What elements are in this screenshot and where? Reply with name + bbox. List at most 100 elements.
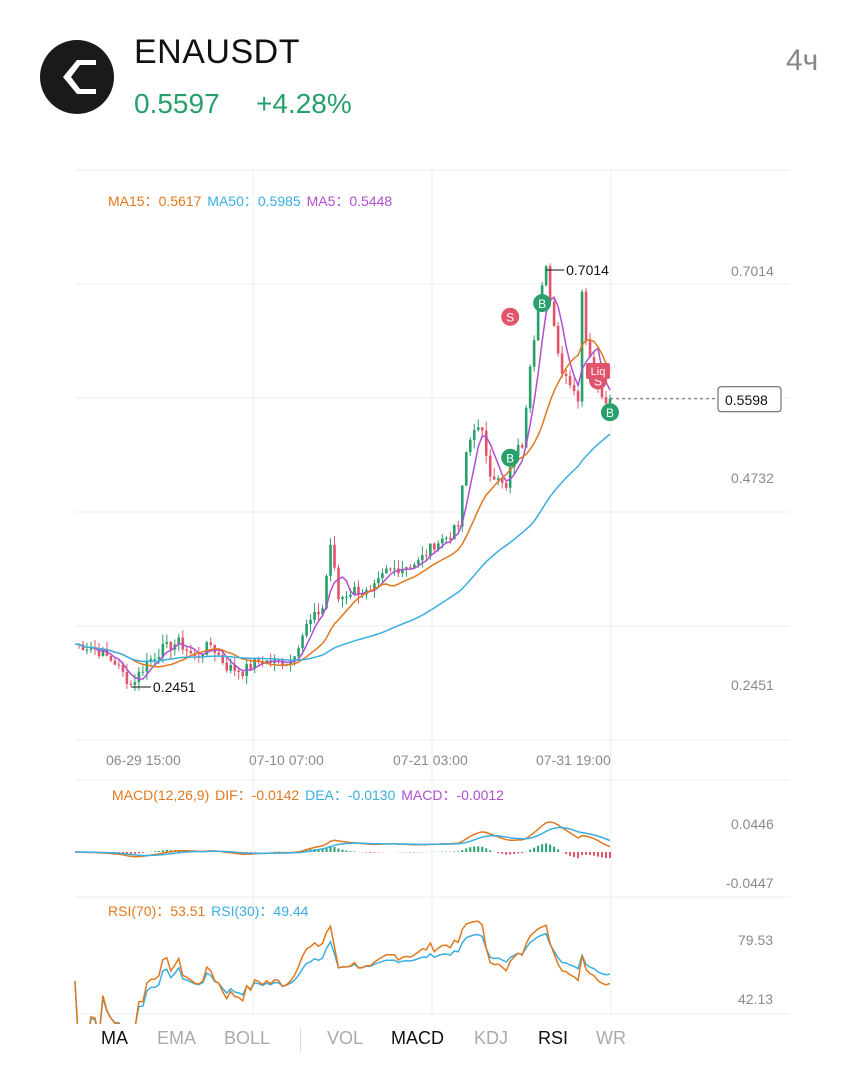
- macd-histogram-bar: [141, 852, 144, 853]
- ma5-legend: MA5：0.5448: [306, 193, 393, 209]
- dea-line: [75, 826, 611, 857]
- sell-marker: [501, 307, 520, 326]
- candle-body: [500, 478, 504, 483]
- candle-body: [209, 642, 213, 645]
- candle-body: [281, 660, 284, 666]
- macd-histogram-bar: [581, 852, 584, 856]
- candle-body: [472, 429, 476, 440]
- macd-histogram-bar: [365, 852, 368, 853]
- macd-histogram-bar: [593, 852, 596, 856]
- liquidation-badge-label: Liq: [591, 366, 606, 378]
- candle-body: [201, 654, 205, 657]
- tab-macd[interactable]: MACD: [391, 1028, 444, 1048]
- macd-histogram-bar: [157, 851, 160, 852]
- candle-body: [321, 608, 324, 615]
- tab-kdj[interactable]: KDJ: [474, 1028, 509, 1048]
- candle-body: [297, 648, 300, 657]
- candle-body: [544, 266, 548, 286]
- candle-body: [504, 482, 508, 488]
- price-change: +4.28%: [256, 88, 352, 119]
- candle-body: [556, 325, 560, 354]
- candle-body: [101, 650, 105, 657]
- buy-marker: [501, 448, 520, 467]
- macd-histogram-bar: [557, 849, 560, 852]
- macd-histogram-bar: [329, 846, 332, 852]
- candle-body: [381, 573, 384, 579]
- candle-body: [293, 656, 296, 662]
- buy-marker: [533, 294, 552, 313]
- candle-body: [496, 478, 500, 480]
- candle-body: [241, 671, 244, 677]
- macd-histogram-bar: [333, 847, 336, 852]
- candle-body: [588, 340, 592, 358]
- macd-histogram-bar: [605, 852, 608, 859]
- macd-histogram-bar: [509, 852, 512, 855]
- macd-histogram-bar: [549, 844, 552, 852]
- candle-body: [309, 619, 312, 624]
- ena-logo: [40, 40, 114, 114]
- candle-body: [552, 301, 556, 326]
- macd-histogram-bar: [305, 849, 308, 852]
- candle-body: [464, 452, 468, 486]
- indicator-tabs: MA EMA BOLL VOL MACD KDJ RSI WR: [0, 1024, 864, 1056]
- candle-body: [333, 544, 336, 568]
- macd-histogram-bar: [465, 848, 468, 852]
- candle-body: [401, 568, 404, 574]
- candle-body: [377, 578, 380, 584]
- candle-body: [353, 586, 356, 595]
- ma15-line: [75, 339, 611, 668]
- candle-body: [564, 373, 568, 376]
- candle-body: [560, 353, 564, 374]
- current-price-tag-label: 0.5598: [725, 392, 768, 408]
- candle-body: [85, 649, 89, 651]
- macd-histogram-bar: [457, 851, 460, 852]
- macd-histogram-bar: [585, 852, 588, 855]
- low-marker-label: 0.2451: [153, 679, 196, 695]
- macd-histogram-bar: [473, 846, 476, 852]
- symbol-title: ENAUSDT: [134, 33, 300, 71]
- macd-histogram-bar: [529, 849, 532, 852]
- buy-marker-label: B: [506, 452, 514, 466]
- macd-histogram-bar: [321, 848, 324, 852]
- candle-body: [325, 575, 328, 609]
- candle-body: [221, 655, 225, 664]
- tab-ema[interactable]: EMA: [157, 1028, 197, 1048]
- tab-ma[interactable]: MA: [101, 1028, 128, 1048]
- candle-body: [181, 637, 185, 650]
- candle-body: [341, 597, 344, 600]
- y-tick-low: 0.2451: [731, 677, 774, 693]
- macd-histogram-bar: [533, 847, 536, 852]
- candle-body: [109, 655, 113, 661]
- tab-boll[interactable]: BOLL: [224, 1028, 271, 1048]
- tab-rsi[interactable]: RSI: [538, 1028, 569, 1048]
- macd-histogram-bar: [325, 848, 328, 852]
- x-tick-1: 06-29 15:00: [106, 752, 181, 768]
- candle-body: [217, 652, 221, 656]
- tab-vol[interactable]: VOL: [327, 1028, 364, 1048]
- candle-body: [572, 385, 576, 392]
- macd-histogram-bar: [597, 852, 600, 857]
- tab-wr[interactable]: WR: [596, 1028, 626, 1048]
- macd-histogram-bar: [461, 850, 464, 852]
- timeframe-selector[interactable]: 4ч: [786, 44, 819, 77]
- macd-histogram-bar: [469, 847, 472, 852]
- macd-histogram-bar: [501, 852, 504, 854]
- rsi-tick-low: 42.13: [738, 991, 774, 1007]
- candle-body: [305, 623, 308, 636]
- candle-body: [105, 650, 109, 656]
- candle-body: [81, 644, 85, 651]
- candle-body: [161, 643, 165, 658]
- y-tick-high: 0.7014: [731, 263, 774, 279]
- chart-canvas[interactable]: 0.7014 0.2451 0.5598 B S B S B Liq: [0, 0, 864, 1024]
- macd-histogram-bar: [541, 844, 544, 852]
- candle-body: [604, 397, 608, 404]
- macd-histogram-bar: [477, 846, 480, 852]
- candle-body: [492, 476, 496, 480]
- macd-histogram-bar: [521, 852, 524, 854]
- current-price-tag: [717, 386, 782, 413]
- macd-histogram-bar: [481, 846, 484, 852]
- ma-legend: MA15：0.5617 MA50：0.5985 MA5：0.5448: [108, 191, 394, 211]
- macd-histogram-bar: [505, 852, 508, 855]
- macd-histogram-bar: [137, 852, 140, 854]
- candle-body: [608, 398, 612, 404]
